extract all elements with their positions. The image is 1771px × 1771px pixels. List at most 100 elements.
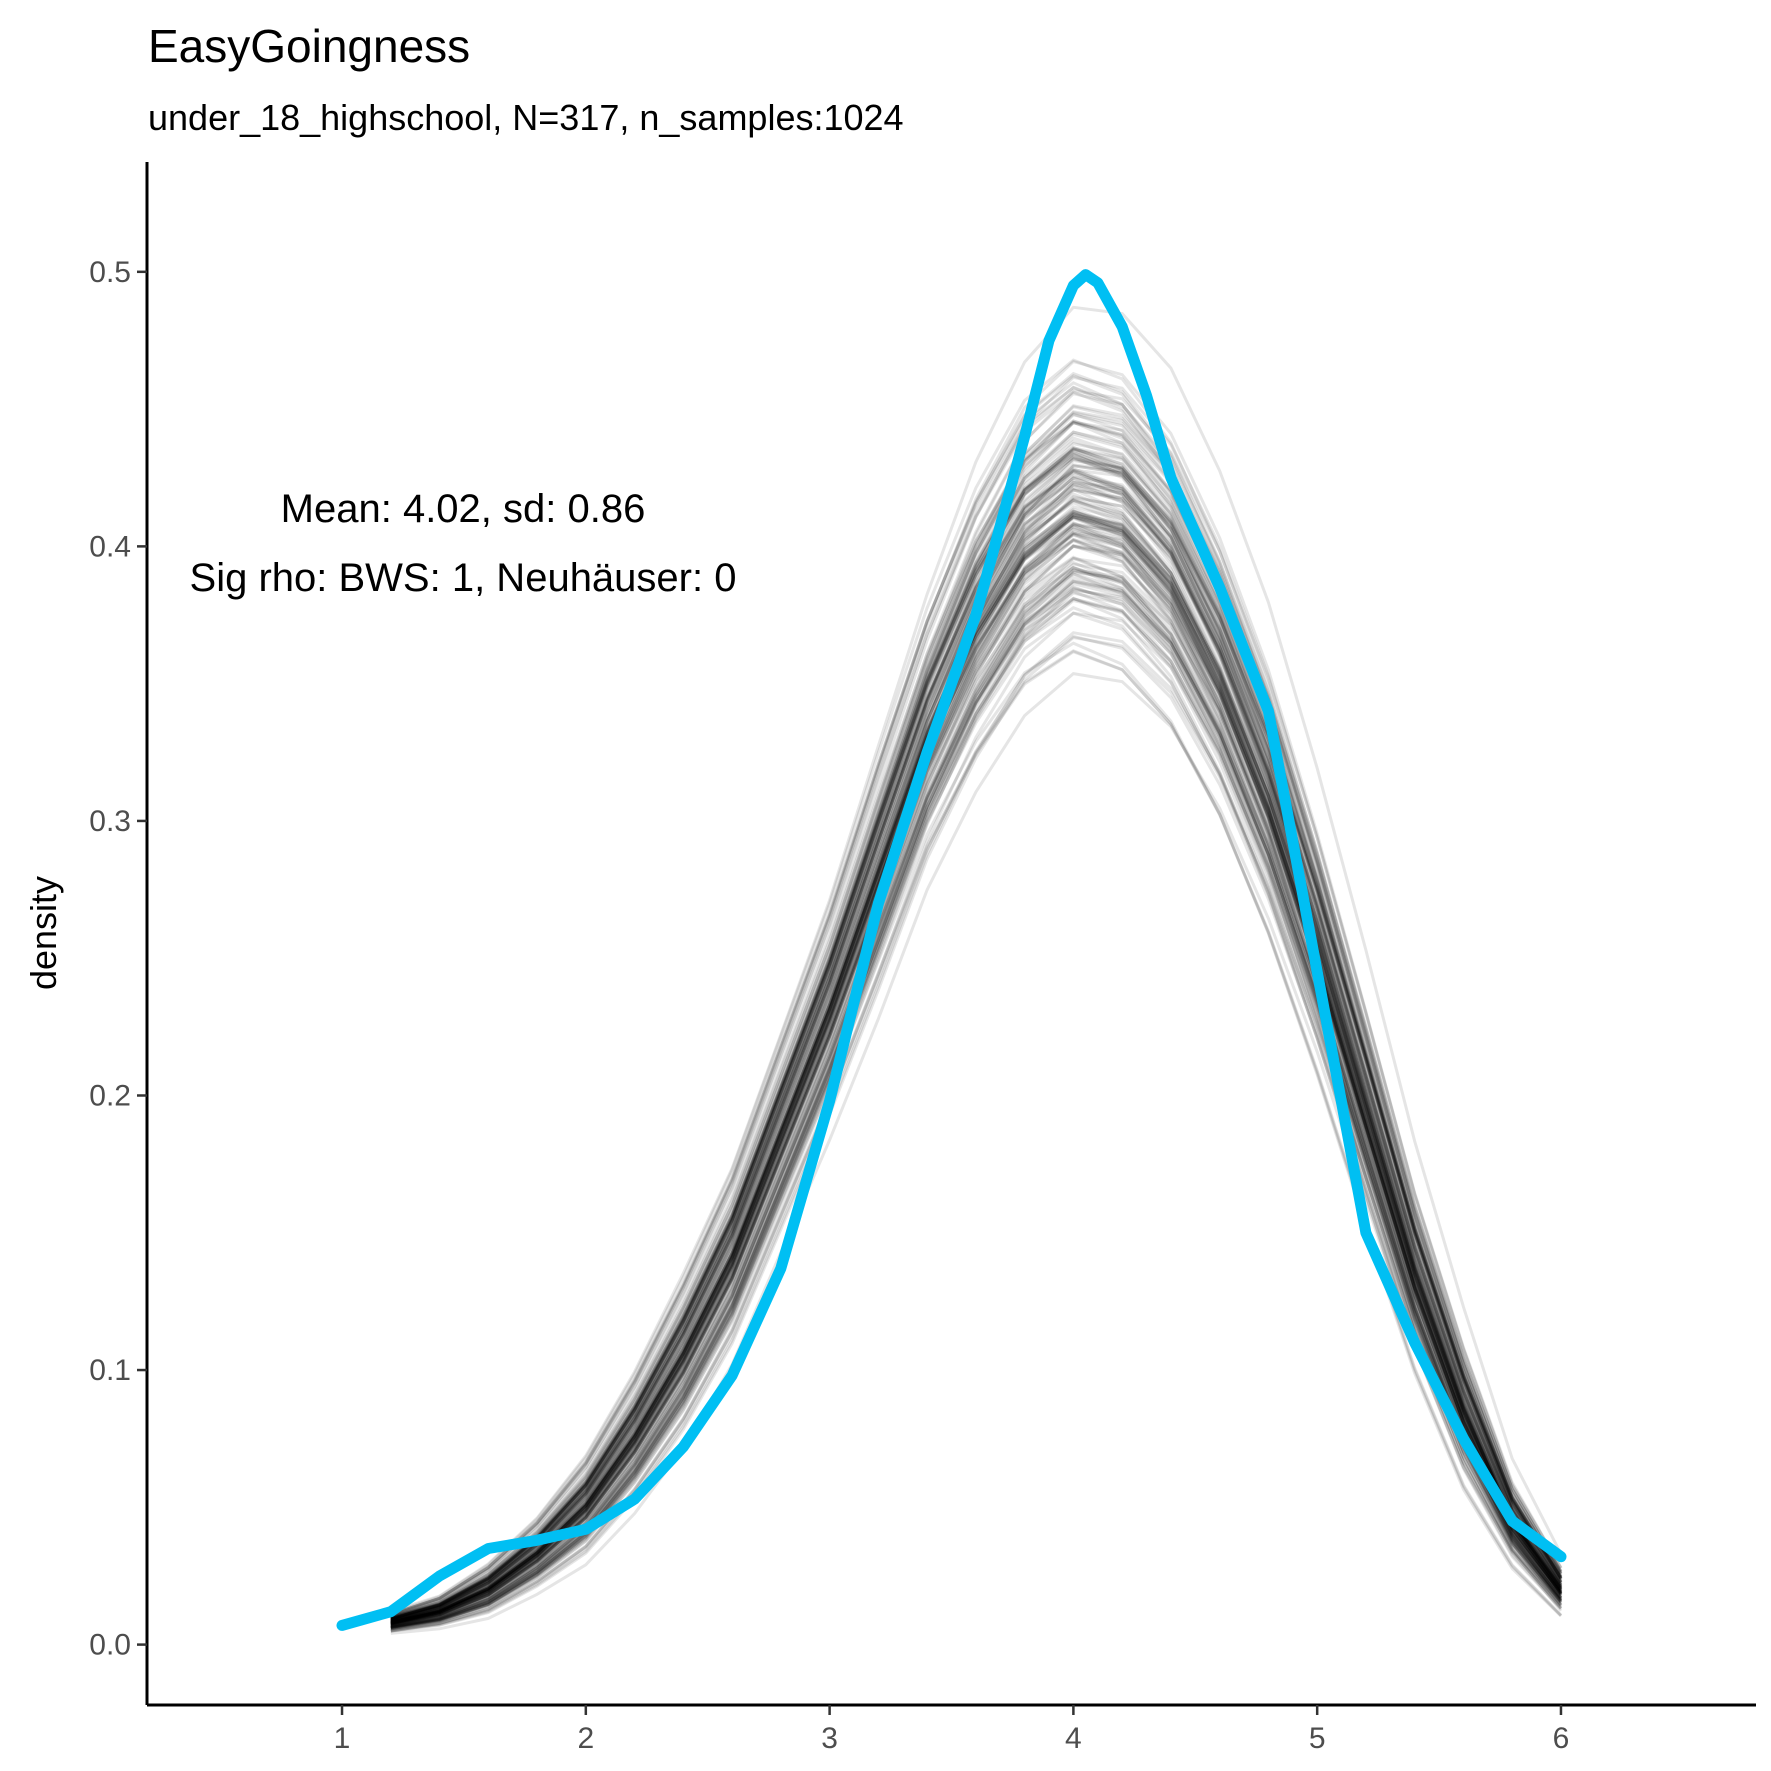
sampled-curve (390, 447, 1563, 1621)
sampled-curve (390, 447, 1563, 1621)
sampled-curve (390, 421, 1563, 1620)
y-tick-label: 0.0 (89, 1629, 131, 1662)
sampled-curve (390, 436, 1563, 1620)
y-axis-title: density (23, 876, 64, 990)
sampled-curve (390, 591, 1563, 1630)
sampled-curve (390, 537, 1563, 1627)
sampled-curve (390, 305, 1563, 1613)
sampled-curve (390, 468, 1563, 1622)
x-axis-ticks: 1 2 3 4 5 6 (334, 1705, 1570, 1755)
sampled-curve (390, 446, 1563, 1621)
sampled-curve (390, 538, 1563, 1627)
y-tick-label: 0.3 (89, 805, 131, 838)
sampled-curve (390, 611, 1563, 1632)
sampled-curve (390, 597, 1563, 1630)
sampled-curve (390, 430, 1563, 1620)
sampled-curve (390, 448, 1563, 1621)
sampled-curve (390, 439, 1563, 1620)
sampled-curve (390, 392, 1563, 1618)
y-axis-ticks: 0.0 0.1 0.2 0.3 0.4 0.5 (89, 256, 147, 1662)
sampled-curve (390, 524, 1563, 1625)
sampled-curve (390, 523, 1563, 1625)
sampled-curve (390, 532, 1563, 1626)
sampled-curve (390, 469, 1563, 1622)
sampled-curve (390, 478, 1563, 1622)
sampled-curve (390, 385, 1563, 1617)
observed-curve-line (336, 269, 1567, 1631)
sampled-curve (390, 389, 1563, 1618)
sampled-curve (390, 597, 1563, 1630)
sampled-curve (390, 390, 1563, 1617)
sampled-curve (390, 565, 1563, 1628)
sampled-curve (390, 512, 1563, 1625)
sampled-curve (390, 413, 1563, 1619)
sampled-curve (390, 527, 1563, 1626)
sampled-curve (390, 555, 1563, 1627)
sampled-curve (390, 531, 1563, 1626)
sampled-curve (390, 468, 1563, 1622)
sampled-curve (390, 385, 1563, 1617)
sampled-curve (390, 532, 1563, 1626)
sampled-curve (390, 515, 1563, 1625)
sampled-curve (390, 513, 1563, 1626)
observed-density-curve (336, 269, 1567, 1631)
sampled-curve (390, 631, 1563, 1633)
sampled-curve (390, 611, 1563, 1631)
sampled-curve (390, 598, 1563, 1631)
sampled-curve (390, 513, 1563, 1625)
x-tick-label: 4 (1065, 1722, 1082, 1755)
sampled-curve (390, 510, 1563, 1625)
sig-rho-annotation: Sig rho: BWS: 1, Neuhäuser: 0 (190, 556, 737, 600)
sampled-curve (390, 467, 1563, 1622)
y-tick-label: 0.4 (89, 530, 131, 563)
x-tick-label: 5 (1309, 1722, 1326, 1755)
x-tick-label: 3 (821, 1722, 838, 1755)
sampled-curve (390, 412, 1563, 1619)
sampled-curve (390, 510, 1563, 1625)
sampled-curve (390, 452, 1563, 1621)
sampled-curve (390, 521, 1563, 1625)
sampled-curve (390, 527, 1563, 1626)
sampled-curve (390, 455, 1563, 1621)
sampled-curve (390, 579, 1563, 1630)
sampled-curve (390, 447, 1563, 1621)
sampled-curve (390, 537, 1563, 1626)
sampled-curve (390, 474, 1563, 1622)
sampled-curve (390, 452, 1563, 1621)
sampled-curve (390, 451, 1563, 1621)
sampled-curve (390, 457, 1563, 1622)
sampled-curve (390, 516, 1563, 1625)
sampled-curve (390, 455, 1563, 1621)
y-tick-label: 0.5 (89, 256, 131, 289)
sampled-curve (390, 515, 1563, 1625)
chart-title: EasyGoingness (148, 20, 470, 72)
sampled-curve (390, 531, 1563, 1626)
sampled-curve (390, 515, 1563, 1625)
sampled-curve (390, 512, 1563, 1625)
sampled-curve (390, 515, 1563, 1625)
y-tick-label: 0.1 (89, 1354, 131, 1387)
sampled-curve (390, 570, 1563, 1629)
sampled-curve (390, 587, 1563, 1630)
sampled-curve (390, 432, 1563, 1620)
sampled-curve (390, 445, 1563, 1621)
sampled-curve (390, 635, 1563, 1633)
sampled-curve (390, 405, 1563, 1619)
sampled-curve (390, 524, 1563, 1626)
sampled-curve (390, 419, 1563, 1619)
sampled-curve (390, 420, 1563, 1620)
sampled-curve (390, 410, 1563, 1619)
sampled-curve (390, 420, 1563, 1620)
x-tick-label: 2 (577, 1722, 594, 1755)
sampled-density-curves (390, 305, 1563, 1635)
sampled-curve (390, 448, 1563, 1621)
sampled-curve (390, 560, 1563, 1627)
sampled-curve (390, 538, 1563, 1626)
sampled-curve (390, 371, 1563, 1616)
mean-sd-annotation: Mean: 4.02, sd: 0.86 (281, 487, 646, 531)
sampled-curve (390, 588, 1563, 1630)
x-tick-label: 6 (1553, 1722, 1570, 1755)
sampled-curve (390, 404, 1563, 1619)
sampled-curve (390, 359, 1563, 1616)
